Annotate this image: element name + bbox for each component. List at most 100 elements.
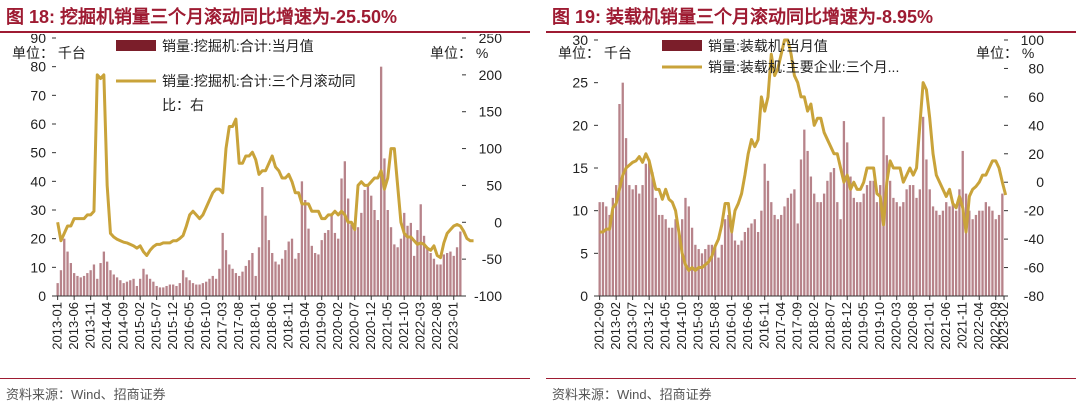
bar [809, 176, 813, 296]
title-divider [0, 31, 530, 33]
bar [211, 275, 214, 296]
bar [172, 284, 175, 296]
bar [59, 270, 63, 296]
bar [888, 180, 892, 296]
right-tick-label: 150 [479, 104, 503, 120]
bar [218, 268, 221, 296]
bar [631, 189, 634, 296]
bar [165, 285, 168, 296]
bar [700, 253, 704, 296]
bar [743, 232, 747, 296]
right-tick-label: 60 [1028, 89, 1044, 105]
right-tick-label: 50 [486, 177, 502, 193]
x-tick-label: 2015-02 [132, 302, 147, 350]
bar [931, 206, 935, 296]
bar [399, 238, 403, 296]
bar [422, 235, 426, 296]
loader-chart: 0 5 10 15 20 25 30 -80 -60 -40 -20 0 20 40 60 80 100 2012… [558, 34, 1044, 350]
bar [780, 214, 783, 296]
bar [793, 189, 796, 296]
bar [102, 251, 106, 296]
legend-line-label: 销量:挖掘机:合计:三个月滚动同 [162, 73, 356, 89]
bar [714, 244, 717, 296]
bar [770, 202, 773, 296]
left-tick-label: 20 [572, 117, 588, 133]
left-tick-label: 25 [572, 75, 588, 91]
bar [178, 283, 181, 296]
left-tick-label: 30 [30, 202, 46, 218]
right-tick-label: -20 [1024, 203, 1044, 219]
bar [92, 264, 96, 296]
bar [432, 258, 436, 296]
bar [654, 197, 657, 296]
bar [644, 163, 648, 296]
bar [720, 244, 723, 296]
bar [786, 197, 789, 296]
x-tick-label: 2022-09 [988, 302, 1003, 350]
bar [905, 189, 908, 296]
bar [865, 185, 869, 296]
bar [79, 277, 82, 296]
bar [228, 264, 231, 296]
bar [205, 281, 208, 296]
bar [684, 197, 687, 296]
bar [885, 155, 888, 296]
excavator-chart: 0 10 20 30 40 50 60 70 80 90 -100 -50 0 50 100 150 200 25… [12, 34, 503, 350]
right-tick-label: 250 [479, 34, 503, 46]
bar [971, 219, 974, 296]
bar [948, 206, 951, 296]
bar [297, 253, 300, 296]
bar [638, 193, 641, 296]
x-tick-label: 2020-07 [347, 302, 362, 350]
bar [287, 241, 290, 296]
right-tick-label: 0 [494, 214, 502, 230]
bar [119, 280, 122, 296]
figure-title: 图 19: 装载机销量三个月滚动同比增速为-8.95% [552, 7, 934, 27]
x-tick-label: 2013-12 [641, 302, 656, 350]
bar [968, 210, 971, 296]
bar [875, 202, 879, 296]
bar [86, 273, 89, 296]
bar [224, 250, 228, 296]
bar [280, 258, 284, 296]
bar [175, 285, 178, 296]
bar [356, 227, 360, 296]
bar [201, 283, 205, 296]
bar [96, 278, 99, 296]
bar [763, 163, 766, 296]
bar [274, 261, 277, 296]
right-unit-label: 单位： % [976, 45, 1034, 61]
bar [730, 227, 733, 296]
legend-line-label: 销量:装载机:主要企业:三个月... [708, 59, 899, 75]
bar [806, 150, 809, 296]
bar [628, 185, 631, 296]
source-note: 资料来源：Wind、招商证券 [552, 387, 712, 402]
bar [310, 245, 313, 296]
bar [974, 214, 978, 296]
bar [697, 249, 700, 296]
bar [284, 250, 287, 296]
bar [115, 277, 119, 296]
bar [776, 219, 780, 296]
bar [895, 202, 898, 296]
bar [181, 270, 185, 296]
x-tick-label: 2014-10 [674, 302, 689, 350]
bar [99, 263, 102, 296]
title-divider [546, 31, 1076, 33]
legend-line-label-cont: 比：右 [162, 97, 204, 113]
bar [439, 264, 442, 296]
bar [978, 210, 981, 296]
bar [452, 255, 455, 296]
bar [608, 214, 611, 296]
bar [376, 220, 379, 296]
bar [836, 202, 839, 296]
x-tick-label: 2018-01 [248, 302, 263, 350]
bar [704, 249, 707, 296]
bar [1001, 193, 1004, 296]
legend-bar-swatch [116, 40, 156, 51]
bar [214, 278, 218, 296]
right-tick-label: 100 [479, 141, 503, 157]
bar [921, 116, 925, 296]
bar [852, 197, 855, 296]
x-tick-label: 2021-05 [380, 302, 395, 350]
